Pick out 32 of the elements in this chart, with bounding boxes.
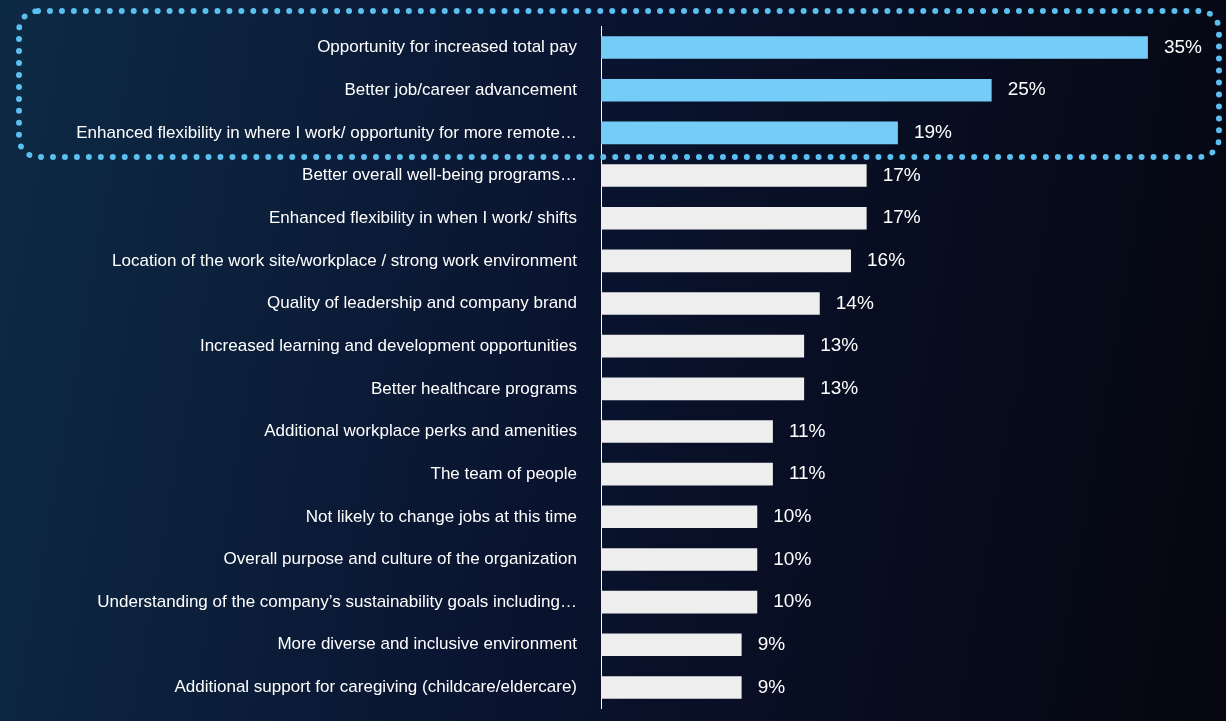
y-tick-label: Understanding of the company’s sustainability goals including… bbox=[97, 591, 577, 611]
y-tick-label: Better overall well-being programs… bbox=[302, 165, 577, 185]
y-tick-label: Overall purpose and culture of the organization bbox=[223, 549, 577, 569]
y-tick-label: Enhanced flexibility in where I work/ opportunity for more remote… bbox=[76, 122, 577, 142]
y-tick-label: Enhanced flexibility in when I work/ shifts bbox=[268, 207, 577, 227]
data-label: 10% bbox=[773, 505, 812, 527]
data-label: 35% bbox=[1163, 35, 1203, 57]
y-tick-label: The team of people bbox=[430, 463, 577, 483]
data-label: 10% bbox=[773, 590, 812, 612]
y-tick-label: Opportunity for increased total pay bbox=[317, 37, 578, 57]
y-tick-label: Quality of leadership and company brand bbox=[267, 293, 577, 313]
data-label: 13% bbox=[820, 377, 859, 399]
data-label: 19% bbox=[913, 121, 953, 143]
y-tick-label: Not likely to change jobs at this time bbox=[305, 506, 577, 526]
y-tick-label: Location of the work site/workplace / strong work environment bbox=[112, 250, 578, 270]
data-label: 10% bbox=[773, 547, 812, 569]
data-label: 9% bbox=[757, 633, 786, 655]
y-tick-label: Additional support for caregiving (childcare/eldercare) bbox=[174, 677, 577, 697]
data-label: 16% bbox=[867, 249, 906, 271]
y-tick-label: Additional workplace perks and amenities bbox=[264, 421, 577, 441]
data-label: 9% bbox=[757, 675, 786, 697]
data-label: 25% bbox=[1007, 78, 1046, 100]
data-label: 13% bbox=[820, 334, 859, 356]
data-label: 14% bbox=[835, 291, 874, 313]
data-label: 11% bbox=[788, 462, 826, 484]
y-tick-label: More diverse and inclusive environment bbox=[277, 634, 578, 654]
data-label: 17% bbox=[882, 163, 921, 185]
y-tick-label: Increased learning and development opportunities bbox=[199, 335, 577, 355]
y-tick-label: Better healthcare programs bbox=[371, 378, 577, 398]
data-label: 11% bbox=[788, 419, 826, 441]
y-tick-label: Better job/career advancement bbox=[344, 79, 578, 99]
data-label: 17% bbox=[882, 206, 921, 228]
